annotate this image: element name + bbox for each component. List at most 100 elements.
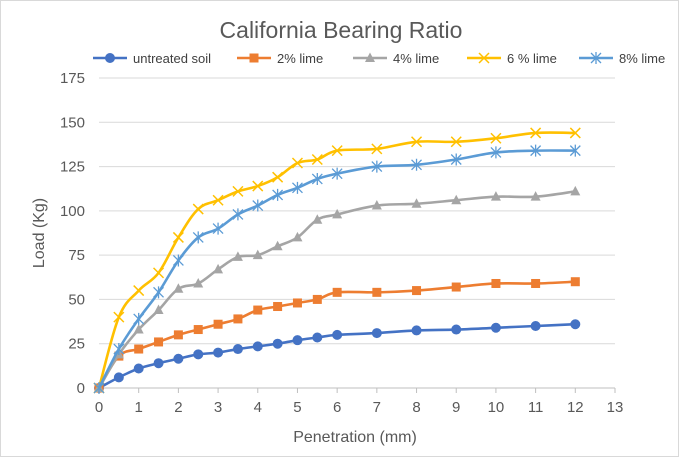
data-point [312, 294, 322, 304]
x-tick-label: 7 [373, 399, 381, 416]
legend-marker [249, 53, 259, 63]
x-axis-label: Penetration (mm) [293, 429, 417, 446]
data-point [193, 349, 204, 360]
x-tick-label: 10 [488, 399, 505, 416]
data-point [292, 298, 302, 308]
data-point [153, 304, 164, 315]
data-point [252, 180, 264, 192]
data-point [133, 324, 144, 334]
data-point [371, 160, 383, 173]
data-point [491, 278, 501, 288]
data-point [332, 287, 342, 297]
series-group [93, 127, 581, 394]
series-4 [93, 127, 581, 394]
data-point [490, 146, 502, 159]
data-point [450, 153, 462, 166]
series-line [97, 149, 576, 389]
legend-item-5: 8% lime [579, 51, 665, 66]
data-point [113, 372, 124, 383]
y-tick-label: 175 [60, 70, 85, 87]
data-point [312, 332, 323, 343]
data-point [372, 287, 382, 297]
legend-marker [590, 52, 602, 64]
data-point [272, 171, 284, 183]
data-point [292, 181, 303, 194]
data-point [252, 199, 264, 212]
data-point [133, 312, 145, 325]
gridlines [99, 77, 615, 345]
data-point [570, 185, 581, 196]
data-point [371, 143, 383, 155]
data-point [332, 329, 343, 340]
y-tick-label: 125 [60, 159, 85, 176]
data-point [193, 277, 204, 288]
x-tick-label: 0 [95, 399, 103, 416]
chart-legend: untreated soil 2% lime 4% lime 6 % lime 8% l… [93, 51, 665, 66]
data-point [311, 172, 323, 185]
legend-marker [365, 52, 375, 62]
data-point [451, 194, 462, 205]
x-tick-label: 8 [412, 399, 420, 416]
data-point [213, 263, 224, 274]
data-point [570, 277, 580, 287]
data-point [490, 322, 501, 333]
x-tick-label: 6 [333, 399, 341, 416]
data-point [530, 144, 542, 157]
data-point [193, 325, 203, 335]
y-tick-label: 100 [60, 203, 85, 220]
series-2 [94, 277, 580, 393]
data-point [172, 254, 184, 267]
data-point [411, 325, 422, 336]
data-point [411, 198, 422, 208]
legend-label: untreated soil [133, 51, 211, 66]
x-tick-label: 2 [174, 399, 182, 416]
data-point [173, 353, 184, 364]
series-5 [93, 144, 581, 394]
data-point [232, 185, 244, 197]
legend-item-2: 2% lime [237, 51, 323, 66]
data-point [272, 240, 283, 251]
legend-label: 8% lime [619, 51, 665, 66]
data-point [134, 344, 144, 354]
data-point [273, 302, 283, 312]
data-point [232, 344, 243, 355]
data-point [133, 285, 145, 297]
data-point [569, 127, 581, 139]
data-point [172, 231, 184, 243]
data-point [531, 278, 541, 288]
data-point [331, 145, 343, 157]
x-tick-label: 3 [214, 399, 222, 416]
data-point [490, 191, 501, 201]
data-point [292, 231, 303, 242]
data-point [371, 200, 382, 210]
x-tick-label: 9 [452, 399, 460, 416]
legend-item-3: 4% lime [353, 51, 439, 66]
data-point [253, 305, 263, 315]
y-tick-label: 50 [68, 291, 85, 308]
data-point [312, 214, 323, 224]
x-tick-label: 12 [567, 399, 584, 416]
data-point [113, 343, 125, 356]
axes [98, 387, 616, 393]
y-tick-label: 150 [60, 114, 85, 131]
data-point [412, 286, 422, 296]
x-tick-label: 4 [254, 399, 262, 416]
data-point [233, 314, 243, 324]
data-point [570, 319, 581, 330]
data-point [232, 251, 243, 261]
data-point [252, 341, 263, 352]
data-point [212, 194, 224, 206]
data-point [451, 282, 461, 292]
legend-marker [105, 53, 115, 63]
series-1 [94, 319, 581, 393]
legend-label: 2% lime [277, 51, 323, 66]
data-point [291, 157, 303, 169]
legend-item-4: 6 % lime [467, 51, 557, 66]
data-point [530, 127, 542, 139]
data-point [192, 231, 204, 244]
x-tick-label: 11 [528, 399, 544, 416]
data-point [232, 208, 244, 221]
